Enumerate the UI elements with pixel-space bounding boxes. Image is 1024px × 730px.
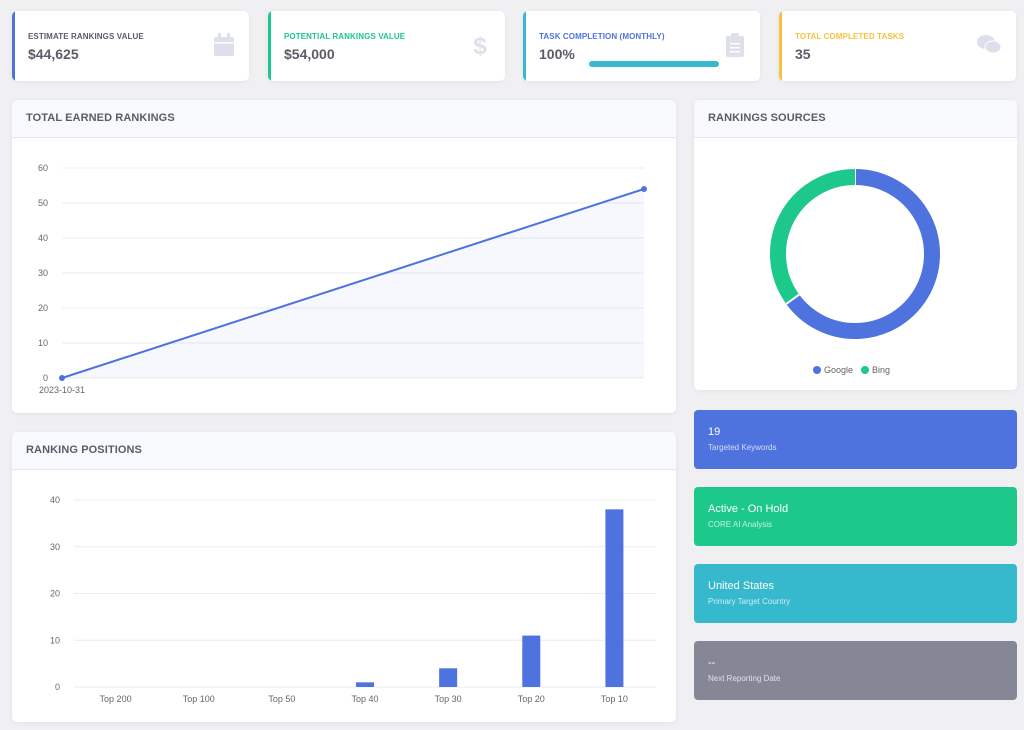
stat-value: $54,000	[284, 46, 335, 62]
y-tick-label: 50	[38, 198, 48, 208]
y-tick-label: 30	[50, 542, 60, 552]
rankings-sources-chart: Google Bing	[770, 169, 940, 375]
info-value: United States	[708, 580, 775, 592]
info-label: Targeted Keywords	[708, 443, 777, 452]
earned-rankings-panel: Total Earned Rankings 0 10 20 30 40 50 60 2023-…	[12, 100, 676, 413]
x-tick-label: 2023-10-31	[39, 385, 85, 395]
legend-label: Google	[824, 365, 853, 375]
stat-label: Estimate Rankings Value	[28, 32, 144, 41]
data-point	[641, 186, 647, 192]
stat-value: 35	[795, 46, 811, 62]
stat-value: $44,625	[28, 46, 79, 62]
x-tick-label: Top 50	[268, 694, 295, 704]
info-label: CORE AI Analysis	[708, 520, 773, 529]
stat-value: 100%	[539, 46, 575, 62]
info-card-analysis: Active - On Hold CORE AI Analysis	[694, 487, 1017, 546]
stat-card-estimate: Estimate Rankings Value $44,625	[12, 11, 249, 81]
panel-title: Ranking Positions	[12, 432, 676, 470]
ranking-positions-chart: 0 10 20 30 40 Top 200 Top 100 Top 50 Top 40 Top 3…	[50, 495, 656, 704]
stat-card-task-completion: Task Completion (Monthly) 100%	[523, 11, 760, 81]
bar-top-20	[522, 635, 541, 687]
x-tick-label: Top 40	[351, 694, 378, 704]
pie-slice-google	[786, 169, 940, 339]
accent-bar	[268, 11, 271, 81]
y-tick-label: 0	[55, 682, 60, 692]
stat-card-total-tasks: Total Completed Tasks 35	[779, 11, 1016, 81]
panel-title: Total Earned Rankings	[12, 100, 676, 138]
y-tick-label: 20	[50, 589, 60, 599]
bar-top-10	[605, 509, 624, 687]
stat-label: Potential Rankings Value	[284, 32, 406, 41]
slice-separator	[785, 293, 800, 305]
legend-marker	[861, 366, 869, 374]
x-tick-label: Top 10	[601, 694, 628, 704]
x-tick-label: Top 30	[435, 694, 462, 704]
rankings-sources-panel: Rankings Sources Google Bing	[694, 100, 1017, 390]
calendar-icon	[214, 33, 234, 56]
x-tick-label: Top 20	[518, 694, 545, 704]
clipboard-icon	[726, 33, 744, 57]
y-tick-label: 40	[38, 233, 48, 243]
dollar-icon: $	[473, 33, 487, 57]
progress-bar	[589, 61, 719, 67]
panel-title: Rankings Sources	[694, 100, 1017, 138]
progress-fill	[589, 61, 719, 67]
legend-marker	[813, 366, 821, 374]
accent-bar	[779, 11, 782, 81]
comments-icon	[977, 35, 1002, 54]
y-tick-label: 40	[50, 495, 60, 505]
y-tick-label: 20	[38, 303, 48, 313]
y-tick-label: 0	[43, 373, 48, 383]
stat-card-potential: Potential Rankings Value $54,000 $	[268, 11, 505, 81]
info-card-reporting-date: -- Next Reporting Date	[694, 641, 1017, 700]
data-point	[59, 375, 65, 381]
svg-text:$: $	[473, 33, 487, 57]
y-tick-label: 60	[38, 163, 48, 173]
info-value: Active - On Hold	[708, 503, 789, 515]
bar-top-30	[439, 668, 458, 687]
x-tick-label: Top 100	[183, 694, 215, 704]
y-tick-label: 30	[38, 268, 48, 278]
info-card-keywords: 19 Targeted Keywords	[694, 410, 1017, 469]
stat-label: Total Completed Tasks	[795, 32, 905, 41]
info-value: 19	[708, 426, 721, 438]
y-tick-label: 10	[38, 338, 48, 348]
legend-label: Bing	[872, 365, 890, 375]
ranking-positions-panel: Ranking Positions 0 10 20 30 40 Top 200 Top 10…	[12, 432, 676, 722]
accent-bar	[12, 11, 15, 81]
info-card-country: United States Primary Target Country	[694, 564, 1017, 623]
series-line	[61, 188, 645, 379]
y-tick-label: 10	[50, 635, 60, 645]
info-label: Primary Target Country	[708, 597, 791, 606]
info-value: --	[708, 657, 716, 669]
bar-top-40	[356, 682, 374, 687]
info-label: Next Reporting Date	[708, 674, 781, 683]
accent-bar	[523, 11, 526, 81]
pie-slice-bing	[770, 169, 856, 304]
earned-rankings-chart: 0 10 20 30 40 50 60 2023-10-31	[38, 163, 647, 395]
stat-label: Task Completion (Monthly)	[539, 32, 665, 41]
x-tick-label: Top 200	[100, 694, 132, 704]
